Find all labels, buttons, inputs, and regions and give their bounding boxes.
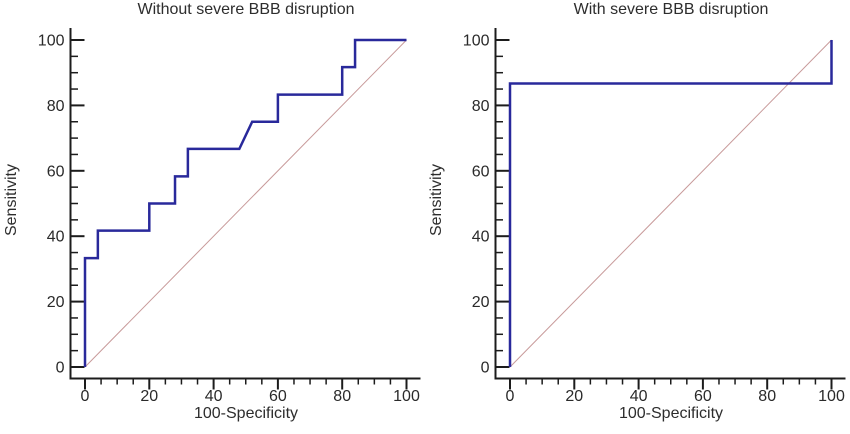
y-tick-label: 60 — [472, 163, 490, 180]
roc-curve — [508, 40, 833, 367]
y-axis-label: Sensitivity — [428, 163, 445, 237]
chart-without-bbb-disruption: 0 20 40 60 80 100 0 20 40 60 80 100 Without severe … — [3, 1, 421, 422]
roc-plot-without-bbb: 0 20 40 60 80 100 0 20 40 60 80 100 — [38, 28, 421, 405]
x-tick-label: 80 — [333, 388, 351, 405]
x-tick-label: 20 — [140, 388, 158, 405]
axis-lines — [494, 28, 846, 380]
chart-title: With severe BBB disruption — [573, 1, 769, 18]
y-tick-label: 80 — [47, 98, 65, 115]
x-tick-label: 0 — [506, 388, 515, 405]
roc-plot-with-bbb: 0 20 40 60 80 100 0 20 40 60 80 100 — [463, 28, 846, 405]
chart-with-bbb-disruption: 0 20 40 60 80 100 0 20 40 60 80 100 With severe BBB… — [425, 0, 850, 434]
axis-lines — [69, 28, 421, 380]
y-tick-label: 20 — [47, 294, 65, 311]
y-axis-label: Sensitivity — [3, 163, 20, 237]
x-axis-label: 100-Specificity — [193, 405, 299, 422]
x-tick-label: 80 — [758, 388, 776, 405]
chart-title: Without severe BBB disruption — [137, 1, 355, 18]
y-tick-label: 100 — [463, 33, 490, 50]
y-tick-label: 60 — [47, 163, 65, 180]
y-tick-label: 0 — [481, 360, 490, 377]
y-tick-label: 0 — [56, 360, 65, 377]
x-tick-label: 60 — [694, 388, 712, 405]
x-tick-label: 60 — [269, 388, 287, 405]
reference-line — [509, 39, 832, 368]
x-axis-label: 100-Specificity — [618, 405, 724, 422]
reference-line — [84, 39, 407, 368]
x-tick-label: 20 — [565, 388, 583, 405]
x-tick-label: 100 — [818, 388, 845, 405]
x-tick-label: 0 — [81, 388, 90, 405]
x-tick-label: 40 — [630, 388, 648, 405]
roc-curve — [83, 38, 407, 367]
y-tick-label: 40 — [47, 229, 65, 246]
x-tick-label: 100 — [393, 388, 420, 405]
y-tick-label: 80 — [472, 98, 490, 115]
x-tick-label: 40 — [205, 388, 223, 405]
y-tick-label: 20 — [472, 294, 490, 311]
y-tick-label: 100 — [38, 33, 65, 50]
y-tick-label: 40 — [472, 229, 490, 246]
